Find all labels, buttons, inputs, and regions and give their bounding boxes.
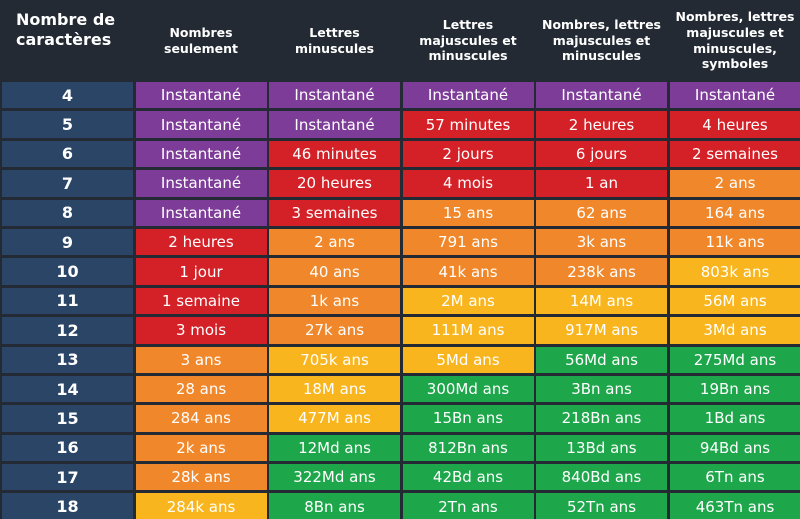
length-cell: 9 xyxy=(2,228,133,256)
time-cell: Instantané xyxy=(269,111,400,138)
time-cell: 2M ans xyxy=(402,287,534,315)
time-cell: 94Bd ans xyxy=(669,434,800,462)
time-cell: 322Md ans xyxy=(269,464,400,491)
length-cell: 15 xyxy=(2,405,133,432)
time-cell: Instantané xyxy=(135,111,267,138)
length-cell: 7 xyxy=(2,170,133,197)
header-cell: Nombre de caractères xyxy=(16,10,116,49)
time-cell: 57 minutes xyxy=(402,111,534,138)
time-cell: 1 an xyxy=(536,170,667,197)
time-cell: 28 ans xyxy=(135,375,267,403)
length-cell: 5 xyxy=(2,111,133,138)
time-cell: 2 heures xyxy=(135,228,267,256)
time-cell: 5Md ans xyxy=(402,346,534,373)
time-cell: 56M ans xyxy=(669,287,800,315)
time-cell: 4 mois xyxy=(402,170,534,197)
header-cell: Nombres, lettres majuscules et minuscule… xyxy=(675,9,795,72)
time-cell: Instantané xyxy=(135,170,267,197)
time-cell: 15 ans xyxy=(402,199,534,226)
length-cell: 12 xyxy=(2,317,133,344)
length-cell: 4 xyxy=(2,82,133,109)
time-cell: 238k ans xyxy=(536,258,667,285)
length-cell: 11 xyxy=(2,287,133,315)
time-cell: 41k ans xyxy=(402,258,534,285)
time-cell: 12Md ans xyxy=(269,434,400,462)
time-cell: Instantané xyxy=(669,82,800,109)
time-cell: 20 heures xyxy=(269,170,400,197)
length-cell: 8 xyxy=(2,199,133,226)
time-cell: 218Bn ans xyxy=(536,405,667,432)
time-cell: 13Bd ans xyxy=(536,434,667,462)
header-cell: Nombres seulement xyxy=(164,24,238,56)
length-cell: 18 xyxy=(2,493,133,519)
length-cell: 17 xyxy=(2,464,133,491)
time-cell: 62 ans xyxy=(536,199,667,226)
time-cell: 11k ans xyxy=(669,228,800,256)
time-cell: 2 semaines xyxy=(669,140,800,168)
time-cell: 1 semaine xyxy=(135,287,267,315)
time-cell: 15Bn ans xyxy=(402,405,534,432)
time-cell: 14M ans xyxy=(536,287,667,315)
header-cell: Lettres majuscules et minuscules xyxy=(419,17,517,64)
time-cell: Instantané xyxy=(135,199,267,226)
length-cell: 13 xyxy=(2,346,133,373)
time-cell: 2 jours xyxy=(402,140,534,168)
time-cell: 284k ans xyxy=(135,493,267,519)
time-cell: 18M ans xyxy=(269,375,400,403)
time-cell: 8Bn ans xyxy=(269,493,400,519)
time-cell: 27k ans xyxy=(269,317,400,344)
time-cell: 46 minutes xyxy=(269,140,400,168)
time-cell: 3 semaines xyxy=(269,199,400,226)
time-cell: 3Md ans xyxy=(669,317,800,344)
time-cell: 803k ans xyxy=(669,258,800,285)
time-cell: 4 heures xyxy=(669,111,800,138)
time-cell: 19Bn ans xyxy=(669,375,800,403)
time-cell: 6Tn ans xyxy=(669,464,800,491)
time-cell: 3k ans xyxy=(536,228,667,256)
time-cell: 463Tn ans xyxy=(669,493,800,519)
time-cell: 812Bn ans xyxy=(402,434,534,462)
time-cell: 284 ans xyxy=(135,405,267,432)
time-cell: 164 ans xyxy=(669,199,800,226)
time-cell: 705k ans xyxy=(269,346,400,373)
time-cell: Instantané xyxy=(269,82,400,109)
time-cell: 2 ans xyxy=(269,228,400,256)
time-cell: 2Tn ans xyxy=(402,493,534,519)
time-cell: 840Bd ans xyxy=(536,464,667,491)
time-cell: Instantané xyxy=(135,140,267,168)
time-cell: 300Md ans xyxy=(402,375,534,403)
header-cell: Lettres minuscules xyxy=(294,24,375,56)
time-cell: 52Tn ans xyxy=(536,493,667,519)
time-cell: 275Md ans xyxy=(669,346,800,373)
time-cell: 111M ans xyxy=(402,317,534,344)
time-cell: 791 ans xyxy=(402,228,534,256)
time-cell: 2 heures xyxy=(536,111,667,138)
time-cell: 40 ans xyxy=(269,258,400,285)
time-cell: 56Md ans xyxy=(536,346,667,373)
time-cell: 2 ans xyxy=(669,170,800,197)
time-cell: 28k ans xyxy=(135,464,267,491)
time-cell: Instantané xyxy=(402,82,534,109)
time-cell: Instantané xyxy=(536,82,667,109)
time-cell: 3Bn ans xyxy=(536,375,667,403)
time-cell: 1 jour xyxy=(135,258,267,285)
time-cell: 6 jours xyxy=(536,140,667,168)
length-cell: 16 xyxy=(2,434,133,462)
time-cell: 42Bd ans xyxy=(402,464,534,491)
time-cell: 3 mois xyxy=(135,317,267,344)
time-cell: 477M ans xyxy=(269,405,400,432)
time-cell: 2k ans xyxy=(135,434,267,462)
length-cell: 14 xyxy=(2,375,133,403)
header-cell: Nombres, lettres majuscules et minuscule… xyxy=(541,17,661,64)
time-cell: 1Bd ans xyxy=(669,405,800,432)
time-cell: 1k ans xyxy=(269,287,400,315)
time-cell: 3 ans xyxy=(135,346,267,373)
time-cell: Instantané xyxy=(135,82,267,109)
length-cell: 10 xyxy=(2,258,133,285)
time-cell: 917M ans xyxy=(536,317,667,344)
length-cell: 6 xyxy=(2,140,133,168)
